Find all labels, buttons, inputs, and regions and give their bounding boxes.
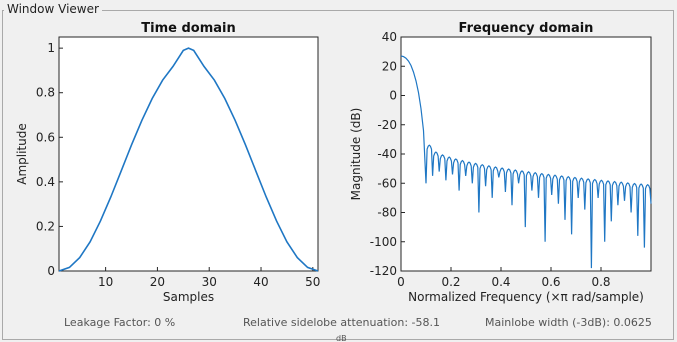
y-tick-label: -40 [377,147,397,161]
window-viewer-panel [2,10,674,340]
chart-title: Frequency domain [459,21,594,36]
plot-box [58,36,319,272]
sidelobe-attenuation-text: Relative sidelobe attenuation: -58.1 [243,316,440,329]
y-tick-label: 0 [389,89,397,103]
y-axis-label: Amplitude [15,123,29,185]
y-tick-label: -120 [370,264,397,278]
x-tick-label: 40 [253,275,268,289]
mainlobe-width-text: Mainlobe width (-3dB): 0.0625 [485,316,652,329]
frequency-response-line [400,55,652,269]
y-tick-label: -20 [377,118,397,132]
y-tick-label: 0 [47,264,55,278]
x-tick-label: 20 [150,275,165,289]
x-tick-label: 30 [202,275,217,289]
frequency-domain-chart: Frequency domain 0 0.2 0.4 0.6 0.8 -120 -100 -80… [349,21,652,304]
y-tick-label: 0.8 [36,86,55,100]
x-tick-label: 0.4 [491,275,510,289]
x-axis-label: Normalized Frequency (×π rad/sample) [408,290,644,304]
y-tick-label: 0.6 [36,130,55,144]
time-series-line [58,47,319,272]
y-tick-label: 0.2 [36,219,55,233]
y-tick-label: 1 [47,41,55,55]
x-tick-label: 50 [305,275,320,289]
chart-title: Time domain [141,21,235,36]
x-tick-label: 10 [98,275,113,289]
y-axis-label: Magnitude (dB) [349,108,363,201]
y-tick-label: -100 [370,235,397,249]
y-tick-label: -80 [377,206,397,220]
time-domain-chart: Time domain 10 20 30 40 50 0 0.2 0.4 0.6 0.8 1 Sampl… [15,21,320,304]
sidelobe-unit-text: dB [336,335,347,342]
x-tick-label: 0 [397,275,405,289]
y-tick-label: 0.4 [36,175,55,189]
plot-box [400,36,652,272]
y-tick-label: 20 [382,59,397,73]
x-axis-label: Samples [163,290,214,304]
y-tick-label: 40 [382,30,397,44]
x-tick-label: 0.6 [541,275,560,289]
y-tick-label: -60 [377,176,397,190]
leakage-factor-text: Leakage Factor: 0 % [64,316,176,329]
x-tick-label: 0.2 [441,275,460,289]
panel-title: Window Viewer [4,2,102,16]
x-tick-label: 0.8 [591,275,610,289]
